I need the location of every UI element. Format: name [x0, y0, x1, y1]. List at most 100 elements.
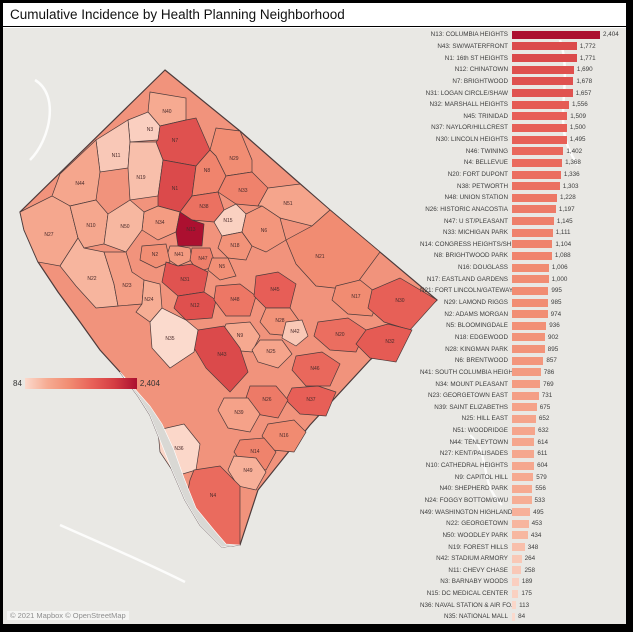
bar-mark[interactable] — [512, 391, 539, 400]
bar-mark[interactable] — [512, 65, 574, 74]
bar-mark[interactable] — [512, 345, 545, 354]
bar-mark[interactable] — [512, 135, 567, 144]
map-region-N19[interactable] — [127, 141, 164, 201]
chart-row-N36[interactable]: N36: NAVAL STATION & AIR FO.. 113 — [420, 599, 625, 611]
bar-mark[interactable] — [512, 566, 522, 575]
map-region-N43[interactable] — [193, 325, 249, 393]
bar-mark[interactable] — [512, 42, 577, 51]
chart-row-N34[interactable]: N34: MOUNT PLEASANT 769 — [420, 378, 625, 390]
map-region-N12[interactable] — [173, 291, 217, 321]
chart-row-N15[interactable]: N15: DC MEDICAL CENTER 175 — [420, 588, 625, 600]
chart-row-N27[interactable]: N27: KENT/PALISADES 611 — [420, 448, 625, 460]
bar-mark[interactable] — [512, 473, 534, 482]
bar-mark[interactable] — [512, 298, 549, 307]
map-region-N23[interactable] — [103, 251, 145, 307]
chart-row-N8[interactable]: N8: BRIGHTWOOD PARK 1,088 — [420, 250, 625, 262]
bar-mark[interactable] — [512, 612, 516, 621]
map-region-N39[interactable] — [217, 397, 261, 433]
bar-mark[interactable] — [512, 380, 541, 389]
chart-row-N45[interactable]: N45: TRINIDAD 1,509 — [420, 110, 625, 122]
bar-mark[interactable] — [512, 508, 531, 517]
bar-mark[interactable] — [512, 275, 549, 284]
chart-row-N14[interactable]: N14: CONGRESS HEIGHTS/SHI.. 1,104 — [420, 239, 625, 251]
map-region-N20[interactable] — [313, 317, 367, 353]
bar-mark[interactable] — [512, 519, 529, 528]
chart-row-N35[interactable]: N35: NATIONAL MALL 84 — [420, 611, 625, 623]
chart-row-N18[interactable]: N18: EDGEWOOD 902 — [420, 332, 625, 344]
map-region-N5[interactable] — [207, 257, 237, 281]
bar-mark[interactable] — [512, 333, 546, 342]
chart-row-N23[interactable]: N23: GEORGETOWN EAST 731 — [420, 390, 625, 402]
chart-row-N46[interactable]: N46: TWINING 1,402 — [420, 145, 625, 157]
chart-row-N48[interactable]: N48: UNION STATION 1,228 — [420, 192, 625, 204]
bar-mark[interactable] — [512, 554, 522, 563]
bar-mark[interactable] — [512, 601, 517, 610]
chart-row-N2[interactable]: N2: ADAMS MORGAN 974 — [420, 308, 625, 320]
map-region-N50[interactable] — [103, 199, 145, 253]
bar-mark[interactable] — [512, 205, 556, 214]
map-region-N16[interactable] — [261, 419, 307, 453]
map-region-N29[interactable] — [209, 127, 253, 177]
map-region-N31[interactable] — [161, 261, 209, 297]
bar-mark[interactable] — [512, 263, 549, 272]
chart-row-N39[interactable]: N39: SAINT ELIZABETHS 675 — [420, 402, 625, 414]
bar-mark[interactable] — [512, 589, 519, 598]
chart-row-N51[interactable]: N51: WOODRIDGE 632 — [420, 425, 625, 437]
map-region-N33[interactable] — [217, 171, 269, 207]
bar-mark[interactable] — [512, 426, 536, 435]
bar-mark[interactable] — [512, 438, 535, 447]
chart-row-N7[interactable]: N7: BRIGHTWOOD 1,678 — [420, 76, 625, 88]
chart-row-N12[interactable]: N12: CHINATOWN 1,690 — [420, 64, 625, 76]
chart-row-N31[interactable]: N31: LOGAN CIRCLE/SHAW 1,657 — [420, 87, 625, 99]
bar-mark[interactable] — [512, 123, 567, 132]
chart-row-N9[interactable]: N9: CAPITOL HILL 579 — [420, 471, 625, 483]
bar-mark[interactable] — [512, 484, 533, 493]
chart-row-N25[interactable]: N25: HILL EAST 652 — [420, 413, 625, 425]
chart-row-N17[interactable]: N17: EASTLAND GARDENS 1,000 — [420, 273, 625, 285]
bar-mark[interactable] — [512, 543, 525, 551]
chart-row-N22[interactable]: N22: GEORGETOWN 453 — [420, 518, 625, 530]
bar-mark[interactable] — [512, 310, 548, 319]
bar-mark[interactable] — [512, 577, 519, 586]
chart-row-N26[interactable]: N26: HISTORIC ANACOSTIA 1,197 — [420, 204, 625, 216]
bar-mark[interactable] — [512, 449, 535, 458]
map-region-N51[interactable] — [257, 183, 331, 227]
chart-row-N19[interactable]: N19: FOREST HILLS 348 — [420, 541, 625, 553]
map-region-N21[interactable] — [285, 209, 381, 291]
chart-row-N21[interactable]: N21: FORT LINCOLN/GATEWAY 995 — [420, 285, 625, 297]
chart-row-N43[interactable]: N43: SW/WATERFRONT 1,772 — [420, 41, 625, 53]
bar-mark[interactable] — [512, 77, 574, 86]
chart-row-N49[interactable]: N49: WASHINGTON HIGHLANDS 495 — [420, 506, 625, 518]
bar-mark[interactable] — [512, 286, 549, 295]
map-canvas[interactable]: N40 N3 N7 N11 N44 N19 N1 N8 N29 N38 N33 N51 N15 N34 N1… — [3, 28, 626, 624]
bar-mark[interactable] — [512, 368, 541, 377]
chart-row-N20[interactable]: N20: FORT DUPONT 1,336 — [420, 169, 625, 181]
bar-mark[interactable] — [512, 461, 535, 470]
bar-mark[interactable] — [512, 217, 554, 226]
map-region-N48[interactable] — [213, 283, 257, 317]
map-region-N42[interactable] — [281, 319, 309, 347]
bar-mark[interactable] — [512, 100, 569, 109]
chart-row-N10[interactable]: N10: CATHEDRAL HEIGHTS 604 — [420, 460, 625, 472]
chart-row-N6[interactable]: N6: BRENTWOOD 857 — [420, 355, 625, 367]
bar-mark[interactable] — [512, 531, 528, 540]
bar-mark[interactable] — [512, 30, 600, 39]
chart-row-N24[interactable]: N24: FOGGY BOTTOM/GWU 533 — [420, 495, 625, 507]
bar-mark[interactable] — [512, 182, 560, 191]
chart-row-N47[interactable]: N47: U ST/PLEASANT 1,145 — [420, 215, 625, 227]
map-region-N6[interactable] — [241, 205, 287, 253]
chart-row-N30[interactable]: N30: LINCOLN HEIGHTS 1,495 — [420, 134, 625, 146]
bar-mark[interactable] — [512, 414, 536, 423]
bar-mark[interactable] — [512, 158, 563, 167]
chart-row-N42[interactable]: N42: STADIUM ARMORY 264 — [420, 553, 625, 565]
bar-mark[interactable] — [512, 251, 552, 260]
chart-row-N11[interactable]: N11: CHEVY CHASE 258 — [420, 564, 625, 576]
chart-row-N37[interactable]: N37: NAYLOR/HILLCREST 1,500 — [420, 122, 625, 134]
chart-row-N16[interactable]: N16: DOUGLASS 1,006 — [420, 262, 625, 274]
chart-row-N50[interactable]: N50: WOODLEY PARK 434 — [420, 530, 625, 542]
bar-mark[interactable] — [512, 89, 573, 98]
chart-row-N32[interactable]: N32: MARSHALL HEIGHTS 1,556 — [420, 99, 625, 111]
chart-row-N13[interactable]: N13: COLUMBIA HEIGHTS 2,404 — [420, 29, 625, 41]
chart-row-N5[interactable]: N5: BLOOMINGDALE 936 — [420, 320, 625, 332]
map-region-N49[interactable] — [227, 455, 267, 491]
